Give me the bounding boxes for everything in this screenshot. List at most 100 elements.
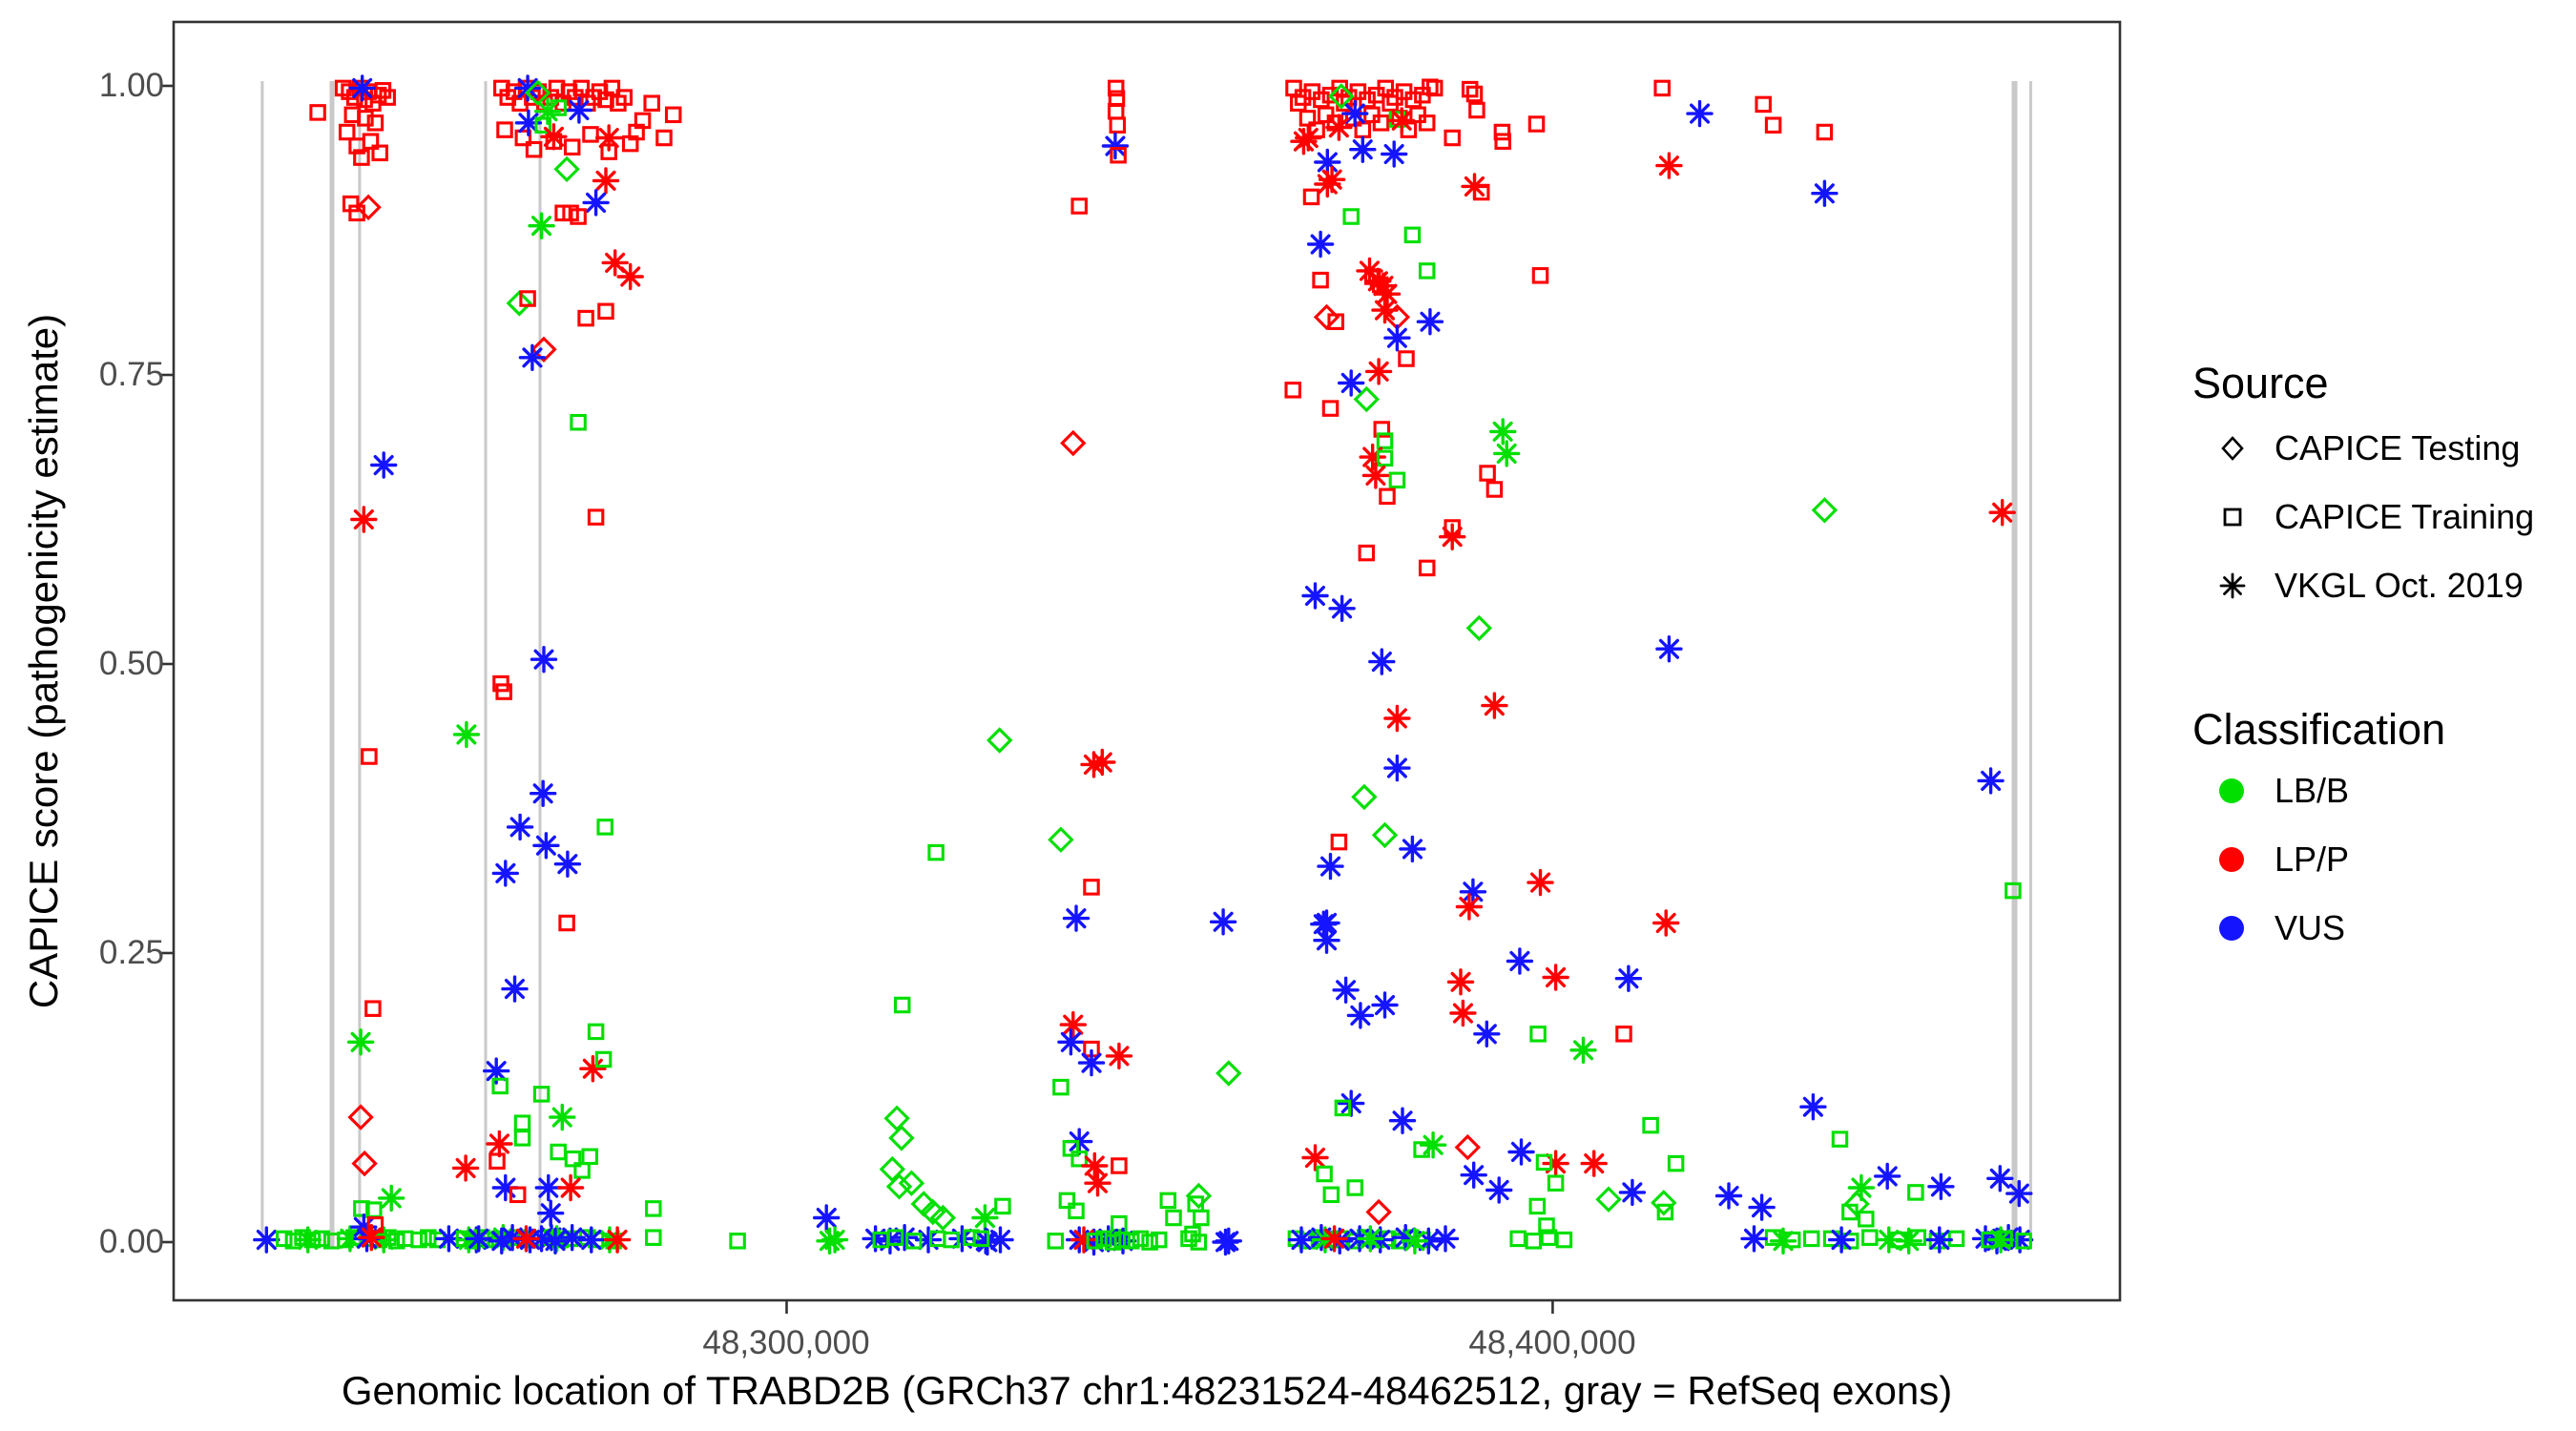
data-point <box>1652 909 1680 937</box>
data-point <box>1361 462 1390 489</box>
data-point <box>1364 358 1393 385</box>
data-point <box>1873 1162 1901 1191</box>
data-point <box>1320 1225 1348 1253</box>
data-point <box>1379 487 1396 506</box>
data-point <box>495 683 512 700</box>
data-point <box>1425 79 1444 97</box>
data-point <box>1062 904 1091 932</box>
data-point <box>1485 481 1504 498</box>
data-point <box>1287 1226 1316 1254</box>
lpp-color-dot-icon <box>2219 847 2244 872</box>
data-point <box>1811 179 1839 207</box>
data-point <box>553 850 582 878</box>
data-point <box>1070 197 1088 215</box>
data-point <box>927 843 945 861</box>
x-tick-label: 48,300,000 <box>702 1324 870 1361</box>
data-point <box>1509 1230 1527 1248</box>
data-point <box>1150 1231 1168 1249</box>
data-point <box>1373 280 1402 308</box>
data-point <box>1327 313 1344 330</box>
data-point <box>1372 114 1390 132</box>
data-point <box>491 1077 509 1095</box>
data-point <box>1302 188 1320 206</box>
data-point <box>1383 324 1411 352</box>
data-point <box>879 1155 905 1183</box>
data-point <box>1371 276 1389 294</box>
data-point <box>550 99 567 116</box>
data-point <box>1334 1099 1352 1117</box>
data-point <box>1653 79 1671 97</box>
data-point <box>1479 465 1496 482</box>
data-point <box>1057 1028 1085 1056</box>
data-point <box>597 302 614 321</box>
data-point <box>1403 226 1422 244</box>
y-tick-label: 0.00 <box>98 1223 164 1260</box>
data-point <box>1481 692 1508 719</box>
data-point <box>1325 114 1353 141</box>
data-point <box>1841 1203 1859 1221</box>
data-point <box>1349 135 1377 163</box>
data-point <box>1507 1138 1535 1166</box>
data-point <box>1419 1130 1447 1159</box>
data-point <box>1209 908 1237 936</box>
data-point <box>1212 1228 1239 1256</box>
data-point <box>1460 1161 1487 1189</box>
data-point <box>530 646 558 674</box>
data-point <box>1651 1190 1677 1216</box>
legend-item-capice-testing: CAPICE Testing <box>2275 428 2521 467</box>
data-point <box>1580 1150 1608 1177</box>
legend-item-vus: VUS <box>2275 908 2346 947</box>
data-point <box>587 1023 605 1041</box>
data-point <box>1376 449 1394 467</box>
data-point <box>410 1231 427 1249</box>
data-point <box>615 89 634 106</box>
legend-item-vkgl: VKGL Oct. 2019 <box>2275 566 2524 605</box>
data-point <box>513 74 542 102</box>
data-point <box>603 1226 632 1254</box>
data-point <box>2005 881 2022 900</box>
data-point <box>1313 303 1340 331</box>
data-point <box>1740 1225 1768 1253</box>
data-point <box>1113 1231 1131 1249</box>
capice-testing-diamond-icon <box>2221 436 2244 461</box>
data-point <box>1346 1002 1375 1029</box>
data-point <box>1111 1157 1128 1174</box>
data-point <box>1831 1130 1849 1148</box>
data-point <box>452 720 481 749</box>
data-point <box>348 74 376 102</box>
data-point <box>519 290 536 307</box>
data-point <box>518 343 547 371</box>
data-point <box>1595 1186 1622 1213</box>
data-point <box>582 189 610 217</box>
data-point <box>1077 1048 1106 1077</box>
data-point <box>570 413 587 431</box>
data-point <box>553 156 580 182</box>
data-point <box>1185 1182 1213 1210</box>
x-axis-title: Genomic location of TRABD2B (GRCh37 chr1… <box>341 1368 1953 1413</box>
data-point <box>351 1150 378 1177</box>
data-point <box>1418 114 1436 132</box>
data-point <box>1376 432 1394 449</box>
data-point <box>512 1225 540 1253</box>
data-point <box>1060 429 1087 457</box>
data-point <box>573 1162 591 1179</box>
y-tick-label: 0.50 <box>98 645 164 682</box>
data-point <box>1368 648 1396 675</box>
data-point <box>1132 1230 1150 1248</box>
data-point <box>1165 1209 1182 1227</box>
data-point <box>488 1152 506 1170</box>
data-point <box>570 208 587 225</box>
data-point <box>1492 440 1521 467</box>
data-point <box>1310 910 1338 938</box>
data-point <box>532 1086 551 1103</box>
data-point <box>1312 271 1329 289</box>
data-point <box>1086 1233 1104 1250</box>
data-point <box>1438 523 1466 550</box>
data-point <box>1494 133 1511 150</box>
data-point <box>370 451 398 479</box>
data-point <box>371 144 388 162</box>
data-point <box>513 1130 531 1147</box>
data-point <box>533 97 562 125</box>
data-point <box>1418 262 1436 280</box>
data-point <box>1058 1192 1076 1210</box>
